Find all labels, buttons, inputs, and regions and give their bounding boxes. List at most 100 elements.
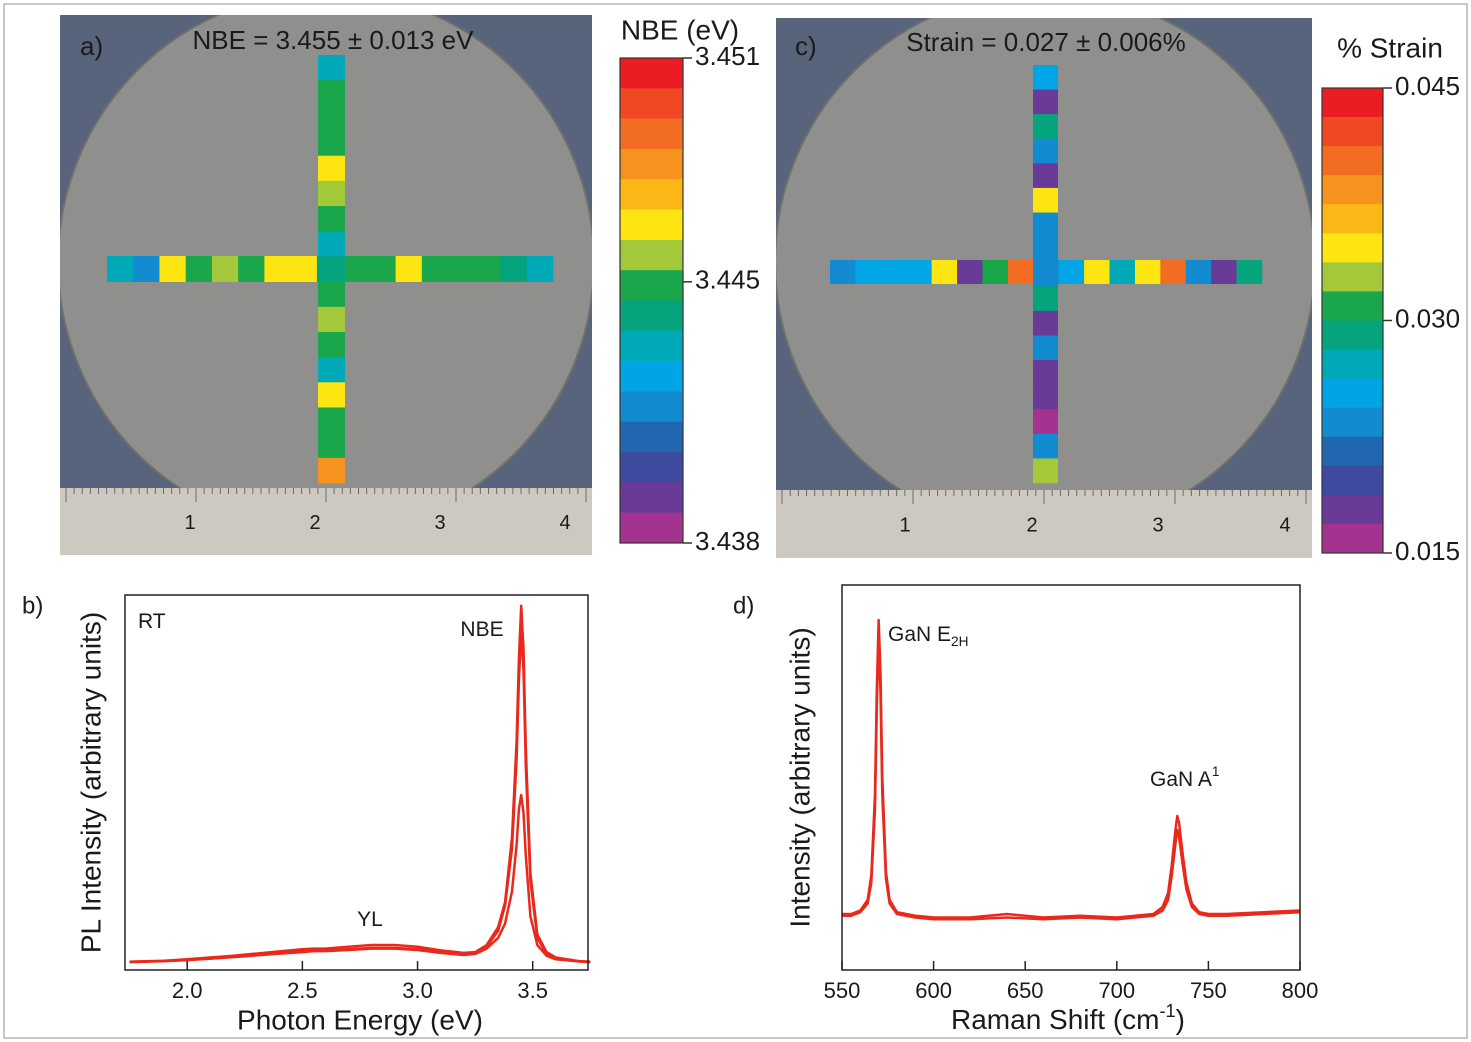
map-cell bbox=[1033, 310, 1058, 336]
ruler-label: 3 bbox=[1152, 514, 1163, 536]
annotation: YL bbox=[357, 908, 383, 931]
colorbar-step bbox=[620, 239, 683, 271]
colorbar-step bbox=[620, 179, 683, 210]
map-cell bbox=[1033, 360, 1058, 385]
map-cell bbox=[830, 260, 856, 284]
map-cell bbox=[474, 256, 501, 282]
colorbar-step bbox=[1322, 320, 1383, 350]
ruler-label: 3 bbox=[434, 512, 445, 534]
colorbar-tick-label: 3.445 bbox=[695, 265, 760, 295]
panel-label: d) bbox=[733, 592, 754, 619]
annotation-main: YL bbox=[357, 908, 383, 931]
ruler-label: 4 bbox=[1279, 514, 1290, 536]
panel-label: a) bbox=[80, 31, 103, 61]
map-cell bbox=[318, 55, 345, 81]
map-cell bbox=[1033, 409, 1058, 435]
map-cell bbox=[1033, 286, 1058, 312]
colorbar-step bbox=[620, 421, 683, 453]
annotation-main: RT bbox=[138, 610, 166, 633]
map-cell bbox=[982, 260, 1009, 284]
map-cell bbox=[1033, 335, 1058, 361]
map-cell bbox=[1185, 260, 1212, 284]
map-cell bbox=[290, 256, 318, 282]
map-cell bbox=[107, 256, 134, 282]
colorbar-step bbox=[1322, 146, 1383, 176]
map-cell bbox=[500, 256, 528, 282]
colorbar-tick-label: 0.045 bbox=[1395, 71, 1460, 101]
map-cell bbox=[395, 256, 423, 282]
map-title: Strain = 0.027 ± 0.006% bbox=[906, 27, 1186, 57]
x-tick-label: 3.0 bbox=[402, 978, 433, 1003]
map-cell bbox=[318, 331, 345, 358]
colorbar-step bbox=[1322, 262, 1383, 292]
x-tick-label: 750 bbox=[1190, 978, 1227, 1003]
map-cell bbox=[318, 80, 345, 106]
figure-border bbox=[3, 3, 1468, 1039]
colorbar-step bbox=[1322, 436, 1383, 467]
map-cell bbox=[931, 260, 958, 284]
map-cell bbox=[318, 457, 345, 484]
colorbar-step bbox=[620, 58, 683, 89]
ruler-label: 2 bbox=[1026, 514, 1037, 536]
colorbar-step bbox=[620, 391, 683, 423]
map-cell bbox=[318, 180, 345, 207]
x-axis-label: Photon Energy (eV) bbox=[237, 1004, 483, 1035]
map-cell bbox=[1033, 163, 1058, 189]
map-cell bbox=[1033, 187, 1058, 213]
colorbar-step bbox=[620, 88, 683, 119]
colorbar-tick-label: 3.438 bbox=[695, 526, 760, 556]
plot-frame bbox=[124, 594, 589, 971]
x-tick-label: 700 bbox=[1098, 978, 1135, 1003]
map-cell bbox=[421, 256, 449, 282]
map-cell bbox=[185, 256, 213, 282]
x-axis-label-tail: ) bbox=[1176, 1004, 1185, 1035]
map-cell bbox=[343, 256, 370, 282]
colorbar-step bbox=[620, 148, 683, 180]
panel-label: c) bbox=[795, 31, 817, 61]
annotation: GaN E2H bbox=[888, 623, 968, 650]
annotation: GaN A1 bbox=[1150, 764, 1219, 790]
map-cell bbox=[238, 256, 265, 282]
colorbar-title: NBE (eV) bbox=[621, 14, 739, 45]
map-cell bbox=[318, 306, 345, 333]
map-cell bbox=[906, 260, 932, 284]
colorbar-step bbox=[620, 270, 683, 301]
map-cell bbox=[1134, 260, 1161, 284]
colorbar-tick-label: 3.451 bbox=[695, 41, 760, 71]
map-cell bbox=[318, 130, 345, 157]
spectrum-line bbox=[842, 618, 1301, 919]
colorbar-step bbox=[620, 452, 683, 483]
map-cell bbox=[1033, 212, 1058, 238]
y-axis-label: PL Intensity (arbitrary units) bbox=[75, 612, 106, 953]
map-cell bbox=[318, 382, 345, 408]
map-cell bbox=[1033, 261, 1058, 287]
annotation-main: GaN A bbox=[1150, 768, 1212, 791]
map-cell bbox=[1033, 89, 1058, 115]
map-cell bbox=[1084, 260, 1110, 284]
map-cell bbox=[1033, 65, 1058, 90]
map-cell bbox=[1007, 260, 1034, 284]
map-cell bbox=[855, 260, 882, 284]
colorbar-step bbox=[620, 118, 683, 150]
x-tick-label: 600 bbox=[915, 978, 952, 1003]
annotation-sup: 1 bbox=[1212, 764, 1220, 779]
colorbar-step bbox=[620, 512, 683, 544]
map-cell bbox=[318, 105, 345, 131]
colorbar-step bbox=[620, 361, 683, 392]
ruler-label: 2 bbox=[309, 512, 320, 534]
annotation: RT bbox=[138, 610, 166, 633]
map-cell bbox=[318, 155, 345, 182]
y-axis-label: Intensity (arbitrary units) bbox=[784, 627, 815, 927]
colorbar-step bbox=[1322, 204, 1383, 234]
colorbar-step bbox=[1322, 233, 1383, 263]
ruler-label: 4 bbox=[559, 512, 570, 534]
map-cell bbox=[957, 260, 983, 284]
colorbar-step bbox=[1322, 378, 1383, 408]
map-cell bbox=[1109, 260, 1136, 284]
map-cell bbox=[448, 256, 475, 282]
map-cell bbox=[1033, 384, 1058, 410]
colorbar-step bbox=[1322, 349, 1383, 379]
colorbar-step bbox=[620, 209, 683, 241]
map-cell bbox=[1033, 114, 1058, 140]
colorbar-tick-label: 0.030 bbox=[1395, 303, 1460, 333]
